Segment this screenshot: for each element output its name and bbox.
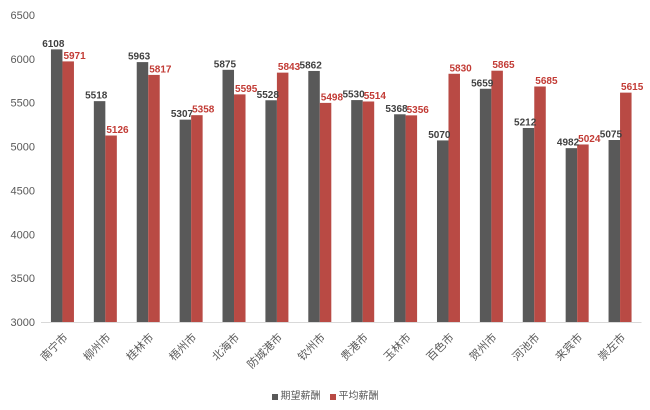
average-salary-bar: [491, 70, 503, 322]
y-tick-label: 5500: [11, 98, 35, 110]
average-salary-bar: [319, 102, 332, 322]
expected-salary-bar: [222, 69, 235, 322]
axes: 3000 3500 4000 4500 5000 5500 6000 6500: [11, 10, 642, 329]
average-salary-value-label: 5024: [578, 134, 601, 145]
average-salary-bar: [362, 101, 375, 323]
legend-label-average-salary: 平均薪酬: [338, 391, 379, 402]
expected-salary-value-label: 5659: [471, 78, 494, 89]
x-category-label: 贵港市: [338, 330, 371, 363]
x-category-label: 百色市: [423, 330, 456, 363]
y-tick-label: 6500: [11, 10, 35, 22]
expected-salary-bar: [136, 62, 149, 322]
average-salary-bar: [105, 135, 117, 322]
average-salary-value-label: 5514: [364, 91, 387, 102]
expected-salary-value-label: 5875: [214, 59, 237, 70]
legend-label-expected-salary: 期望薪酬: [280, 391, 321, 402]
expected-salary-value-label: 4982: [557, 138, 580, 149]
expected-salary-value-label: 5212: [514, 117, 537, 128]
expected-salary-bar: [436, 140, 449, 322]
legend-swatch-average-salary: [329, 394, 336, 400]
legend: 期望薪酬 平均薪酬: [0, 391, 650, 403]
expected-salary-bar: [351, 100, 363, 322]
average-salary-value-label: 5843: [278, 62, 301, 73]
expected-salary-value-label: 5518: [85, 91, 108, 102]
average-salary-value-label: 5126: [106, 125, 129, 136]
average-salary-value-label: 5971: [63, 51, 86, 62]
x-category-label: 来宾市: [552, 330, 585, 363]
average-salary-value-label: 5358: [192, 105, 215, 116]
y-tick-label: 3000: [11, 317, 35, 329]
legend-item-average-salary: 平均薪酬: [329, 391, 379, 403]
average-salary-value-label: 5498: [321, 92, 344, 103]
legend-swatch-expected-salary: [271, 394, 278, 400]
average-salary-bar: [620, 92, 632, 322]
x-category-label: 南宁市: [37, 330, 70, 363]
average-salary-value-label: 5830: [449, 63, 472, 74]
bars: [50, 49, 632, 323]
x-category-label: 玉林市: [380, 330, 413, 363]
expected-salary-value-label: 5070: [428, 130, 451, 141]
average-salary-bar: [234, 94, 246, 322]
average-salary-bar: [191, 115, 203, 322]
expected-salary-value-label: 5528: [257, 90, 280, 101]
expected-salary-bar: [608, 139, 621, 322]
y-tick-label: 5000: [11, 142, 35, 154]
average-salary-bar: [577, 144, 589, 322]
x-category-label: 崇左市: [595, 330, 628, 363]
expected-salary-bar: [93, 101, 106, 322]
x-category-label: 梧州市: [166, 330, 199, 363]
average-salary-value-label: 5685: [535, 76, 558, 87]
x-category-label: 防城港市: [244, 330, 285, 371]
expected-salary-value-label: 5963: [128, 52, 151, 63]
x-category-label: 钦州市: [295, 330, 328, 363]
expected-salary-bar: [565, 148, 578, 322]
average-salary-value-label: 5615: [621, 82, 644, 93]
expected-salary-value-label: 6108: [42, 39, 65, 50]
average-salary-bar: [62, 61, 74, 323]
expected-salary-bar: [179, 119, 192, 322]
expected-salary-value-label: 5075: [600, 129, 623, 140]
x-category-label: 贺州市: [466, 330, 499, 363]
expected-salary-bar: [522, 127, 535, 322]
legend-item-expected-salary: 期望薪酬: [271, 391, 321, 403]
y-tick-label: 6000: [11, 54, 35, 66]
y-tick-label: 4500: [11, 185, 35, 197]
average-salary-value-label: 5865: [492, 60, 515, 71]
average-salary-bar: [534, 86, 546, 323]
average-salary-bar: [276, 72, 289, 322]
expected-salary-value-label: 5368: [385, 104, 408, 115]
average-salary-value-label: 5356: [407, 105, 430, 116]
expected-salary-bar: [308, 70, 320, 323]
expected-salary-bar: [479, 88, 492, 323]
x-category-label: 河池市: [509, 330, 542, 363]
y-tick-label: 4000: [11, 229, 35, 241]
expected-salary-value-label: 5307: [171, 109, 194, 120]
y-tick-label: 3500: [11, 273, 35, 285]
average-salary-bar: [148, 74, 160, 322]
x-category-label: 柳州市: [80, 330, 113, 363]
x-category-label: 北海市: [209, 330, 242, 363]
expected-salary-bar: [394, 114, 406, 322]
average-salary-bar: [448, 73, 460, 323]
expected-salary-value-label: 5530: [342, 90, 365, 101]
x-category-label: 桂林市: [123, 330, 156, 363]
category-labels: 南宁市 柳州市 桂林市 梧州市 北海市 防城港市 钦州市 贵港市 玉林市 百色市 贺州市 河池市 来宾市…: [37, 330, 628, 371]
expected-salary-value-label: 5862: [300, 60, 323, 71]
expected-salary-bar: [265, 100, 277, 322]
average-salary-value-label: 5817: [149, 64, 172, 75]
expected-salary-bar: [50, 49, 63, 322]
average-salary-value-label: 5595: [235, 84, 258, 95]
average-salary-bar: [405, 115, 418, 322]
